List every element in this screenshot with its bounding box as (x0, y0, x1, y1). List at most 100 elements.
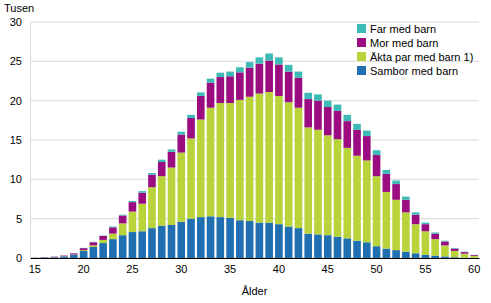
legend-label: Äkta par med barn 1) (370, 51, 473, 63)
bar (383, 170, 391, 174)
series (60, 53, 478, 255)
bar (148, 228, 156, 258)
bar (314, 234, 322, 258)
bar (236, 67, 244, 72)
bar (392, 250, 400, 258)
y-axis: 051015202530 (10, 16, 31, 264)
bar (148, 175, 156, 188)
bar (207, 108, 215, 217)
bar (236, 100, 244, 220)
y-tick-label: 15 (10, 134, 22, 146)
bar (451, 251, 459, 257)
bar (168, 225, 176, 258)
bar (353, 124, 361, 130)
legend-item: Far med barn (357, 23, 436, 35)
grid-line (30, 179, 479, 180)
bar (119, 216, 127, 224)
bar (431, 232, 439, 233)
bar (80, 251, 88, 258)
bar (373, 246, 381, 258)
bars (31, 53, 478, 258)
bar (51, 257, 59, 258)
bar (99, 235, 107, 236)
bar (256, 94, 264, 223)
bar (177, 222, 185, 258)
bar (236, 220, 244, 258)
bar (392, 184, 400, 200)
bar (236, 72, 244, 100)
bar (285, 227, 293, 258)
bar (70, 255, 78, 258)
bar (119, 214, 127, 216)
bar (441, 241, 449, 245)
bar (177, 132, 185, 135)
plot: 15202530354045505560051015202530 (10, 16, 481, 275)
bar (129, 201, 137, 202)
bar (129, 232, 137, 258)
bar (129, 202, 137, 211)
bar (197, 92, 205, 96)
x-tick: 35 (224, 263, 236, 275)
x-tick: 45 (322, 263, 334, 275)
bar (226, 72, 234, 77)
bar (353, 241, 361, 258)
legend-label: Mor med barn (370, 37, 438, 49)
x-tick: 25 (126, 263, 138, 275)
bar (99, 236, 107, 240)
bar (60, 256, 68, 257)
legend-label: Sambor med barn (370, 65, 458, 77)
bar (90, 241, 98, 242)
bar (470, 256, 478, 258)
legend-item: Sambor med barn (357, 65, 458, 77)
bar (138, 204, 146, 232)
bar (285, 102, 293, 226)
legend-swatch (357, 66, 366, 75)
bar (265, 223, 273, 258)
chart: 15202530354045505560051015202530TusenÅld… (0, 0, 491, 303)
bar (334, 237, 342, 258)
bar (158, 160, 166, 162)
bar (441, 240, 449, 242)
bar (334, 111, 342, 139)
bar (265, 53, 273, 60)
y-tick-label: 30 (10, 16, 22, 28)
bar (373, 155, 381, 176)
bar (314, 130, 322, 235)
bar (256, 64, 264, 94)
bar (109, 226, 117, 228)
legend-swatch (357, 24, 366, 33)
bar (109, 227, 117, 233)
legend-item: Äkta par med barn 1) (357, 51, 473, 63)
bar (226, 218, 234, 258)
y-tick: 15 (10, 134, 30, 146)
bar (353, 156, 361, 241)
bar (217, 77, 225, 103)
x-tick: 30 (175, 263, 187, 275)
bar (207, 79, 215, 83)
x-tick: 55 (419, 263, 431, 275)
bar (412, 212, 420, 214)
bar (70, 253, 78, 254)
y-tick: 0 (16, 252, 30, 264)
bar (80, 247, 88, 248)
bar (31, 257, 39, 258)
bar (324, 107, 332, 135)
x-tick: 20 (77, 263, 89, 275)
bar (217, 217, 225, 258)
y-tick: 5 (16, 213, 30, 225)
bar (70, 253, 78, 254)
bar (451, 247, 459, 249)
bar (431, 256, 439, 258)
bar (422, 231, 430, 255)
x-tick-label: 30 (175, 263, 187, 275)
x-tick: 15 (29, 263, 41, 275)
bar (373, 150, 381, 155)
bar (295, 228, 303, 258)
bar (90, 245, 98, 247)
bar (373, 176, 381, 246)
bar (343, 115, 351, 121)
bar (363, 136, 371, 160)
bar (168, 152, 176, 168)
x-axis-line (31, 258, 480, 259)
bar (470, 254, 478, 255)
